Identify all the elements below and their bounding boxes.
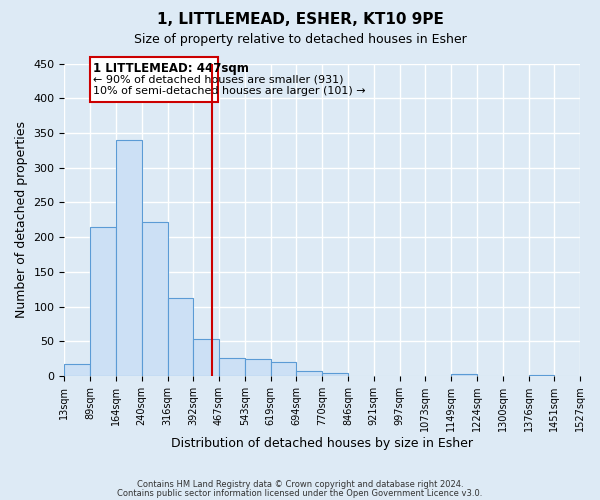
Text: ← 90% of detached houses are smaller (931): ← 90% of detached houses are smaller (93… xyxy=(93,74,344,85)
Text: Contains HM Land Registry data © Crown copyright and database right 2024.: Contains HM Land Registry data © Crown c… xyxy=(137,480,463,489)
Bar xyxy=(451,374,477,376)
Bar xyxy=(142,222,167,376)
Bar xyxy=(245,358,271,376)
Bar xyxy=(271,362,296,376)
Text: 1 LITTLEMEAD: 447sqm: 1 LITTLEMEAD: 447sqm xyxy=(93,62,249,75)
Bar xyxy=(529,374,554,376)
Bar xyxy=(90,227,116,376)
Bar xyxy=(193,340,219,376)
Bar xyxy=(296,371,322,376)
Y-axis label: Number of detached properties: Number of detached properties xyxy=(15,122,28,318)
Text: 10% of semi-detached houses are larger (101) →: 10% of semi-detached houses are larger (… xyxy=(93,86,365,97)
Bar xyxy=(167,298,193,376)
Text: 1, LITTLEMEAD, ESHER, KT10 9PE: 1, LITTLEMEAD, ESHER, KT10 9PE xyxy=(157,12,443,28)
Bar xyxy=(64,364,90,376)
Bar xyxy=(116,140,142,376)
Bar xyxy=(219,358,245,376)
X-axis label: Distribution of detached houses by size in Esher: Distribution of detached houses by size … xyxy=(171,437,473,450)
Text: Contains public sector information licensed under the Open Government Licence v3: Contains public sector information licen… xyxy=(118,488,482,498)
Text: Size of property relative to detached houses in Esher: Size of property relative to detached ho… xyxy=(134,32,466,46)
Bar xyxy=(322,372,348,376)
FancyBboxPatch shape xyxy=(90,56,218,102)
